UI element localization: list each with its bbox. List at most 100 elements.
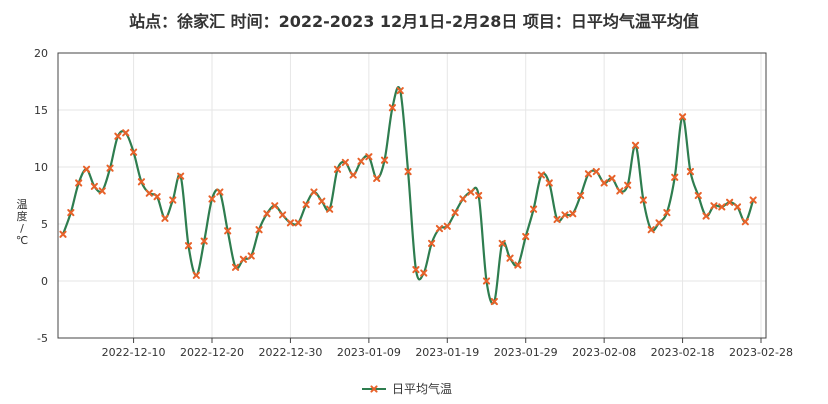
data-point-marker[interactable] bbox=[459, 195, 467, 203]
data-point-marker[interactable] bbox=[106, 164, 114, 172]
data-point-marker[interactable] bbox=[577, 191, 585, 200]
data-point-marker[interactable] bbox=[467, 188, 475, 196]
data-point-marker[interactable] bbox=[239, 255, 247, 263]
x-tick-label: 2022-12-20 bbox=[180, 346, 244, 359]
data-point-marker[interactable] bbox=[498, 239, 506, 247]
data-point-marker[interactable] bbox=[482, 277, 491, 285]
data-point-marker[interactable] bbox=[82, 165, 91, 173]
data-point-marker[interactable] bbox=[592, 167, 600, 176]
data-point-marker[interactable] bbox=[506, 254, 514, 262]
data-point-marker[interactable] bbox=[529, 205, 538, 213]
data-point-marker[interactable] bbox=[286, 219, 295, 227]
data-point-marker[interactable] bbox=[671, 173, 679, 181]
data-point-marker[interactable] bbox=[208, 195, 216, 203]
data-point-marker[interactable] bbox=[129, 148, 138, 156]
data-point-marker[interactable] bbox=[318, 197, 326, 205]
data-point-marker[interactable] bbox=[616, 187, 624, 195]
legend-marker-swatch bbox=[370, 385, 378, 393]
data-point-marker[interactable] bbox=[514, 261, 522, 269]
y-axis-label-char: / bbox=[20, 222, 24, 235]
data-point-marker[interactable] bbox=[561, 211, 569, 219]
data-point-marker[interactable] bbox=[145, 189, 153, 197]
legend-entry-label[interactable]: 日平均气温 bbox=[392, 381, 452, 396]
data-point-marker[interactable] bbox=[216, 188, 224, 196]
data-point-marker[interactable] bbox=[90, 182, 98, 190]
data-point-marker[interactable] bbox=[451, 209, 459, 217]
data-point-marker[interactable] bbox=[184, 242, 193, 250]
data-point-marker[interactable] bbox=[98, 187, 106, 195]
data-point-marker[interactable] bbox=[545, 179, 553, 187]
data-point-marker[interactable] bbox=[537, 171, 546, 179]
data-point-marker[interactable] bbox=[600, 179, 608, 187]
data-point-marker[interactable] bbox=[224, 227, 232, 235]
data-point-marker[interactable] bbox=[702, 212, 710, 220]
x-tick-label: 2023-01-29 bbox=[494, 346, 558, 359]
data-point-marker[interactable] bbox=[428, 239, 436, 247]
data-point-marker[interactable] bbox=[726, 198, 734, 206]
data-point-marker[interactable] bbox=[475, 191, 483, 200]
data-point-marker[interactable] bbox=[710, 202, 718, 210]
data-point-marker[interactable] bbox=[122, 129, 130, 137]
data-point-marker[interactable] bbox=[333, 165, 342, 173]
data-point-marker[interactable] bbox=[349, 171, 357, 179]
data-point-marker[interactable] bbox=[686, 167, 695, 176]
data-point-marker[interactable] bbox=[231, 263, 240, 271]
data-point-marker[interactable] bbox=[631, 141, 640, 149]
data-point-marker[interactable] bbox=[177, 172, 185, 180]
y-axis-label-char: 温 bbox=[17, 198, 28, 211]
data-point-marker[interactable] bbox=[584, 170, 593, 178]
data-point-marker[interactable] bbox=[718, 203, 726, 211]
axes bbox=[57, 52, 767, 343]
data-point-marker[interactable] bbox=[310, 188, 318, 196]
data-point-marker[interactable] bbox=[192, 271, 200, 279]
data-point-marker[interactable] bbox=[741, 218, 749, 226]
data-point-marker[interactable] bbox=[365, 153, 373, 161]
data-point-marker[interactable] bbox=[490, 297, 498, 306]
data-point-marker[interactable] bbox=[569, 210, 577, 218]
data-point-marker[interactable] bbox=[59, 230, 67, 238]
data-point-marker[interactable] bbox=[639, 196, 647, 204]
data-point-marker[interactable] bbox=[678, 113, 687, 121]
data-point-marker[interactable] bbox=[271, 202, 279, 210]
data-point-marker[interactable] bbox=[153, 193, 161, 201]
data-point-marker[interactable] bbox=[137, 178, 146, 186]
data-point-marker[interactable] bbox=[114, 132, 122, 140]
data-point-marker[interactable] bbox=[412, 266, 420, 274]
data-point-marker[interactable] bbox=[733, 203, 742, 211]
data-point-marker[interactable] bbox=[608, 174, 616, 182]
data-point-marker[interactable] bbox=[326, 205, 334, 213]
data-point-marker[interactable] bbox=[294, 219, 302, 227]
data-point-marker[interactable] bbox=[553, 215, 561, 224]
data-point-marker[interactable] bbox=[420, 269, 428, 277]
data-point-marker[interactable] bbox=[655, 219, 663, 227]
data-point-marker[interactable] bbox=[278, 211, 287, 219]
legend: 日平均气温 bbox=[362, 381, 452, 396]
data-point-marker[interactable] bbox=[247, 252, 255, 260]
x-tick-label: 2023-02-08 bbox=[572, 346, 636, 359]
data-point-marker[interactable] bbox=[200, 237, 208, 245]
data-point-marker[interactable] bbox=[388, 104, 396, 112]
data-point-marker[interactable] bbox=[67, 209, 75, 217]
data-point-marker[interactable] bbox=[161, 214, 169, 222]
data-point-marker[interactable] bbox=[169, 196, 177, 204]
data-point-marker[interactable] bbox=[396, 87, 404, 95]
data-point-marker[interactable] bbox=[435, 224, 444, 233]
data-point-marker[interactable] bbox=[341, 158, 349, 167]
data-point-marker[interactable] bbox=[75, 179, 83, 187]
data-point-marker[interactable] bbox=[647, 226, 655, 234]
data-point-marker[interactable] bbox=[624, 181, 632, 189]
y-axis-label-char: 度 bbox=[17, 209, 28, 223]
data-point-marker[interactable] bbox=[255, 226, 263, 234]
data-point-marker[interactable] bbox=[749, 196, 757, 204]
data-point-marker[interactable] bbox=[522, 232, 530, 241]
data-point-marker[interactable] bbox=[380, 156, 389, 164]
data-point-marker[interactable] bbox=[263, 210, 271, 218]
data-point-marker[interactable] bbox=[443, 222, 451, 230]
data-point-marker[interactable] bbox=[404, 167, 412, 176]
data-point-marker[interactable] bbox=[302, 201, 310, 209]
data-point-marker[interactable] bbox=[357, 157, 365, 165]
data-point-marker[interactable] bbox=[694, 191, 702, 200]
data-point-marker[interactable] bbox=[373, 174, 381, 182]
data-point-marker[interactable] bbox=[663, 209, 671, 217]
